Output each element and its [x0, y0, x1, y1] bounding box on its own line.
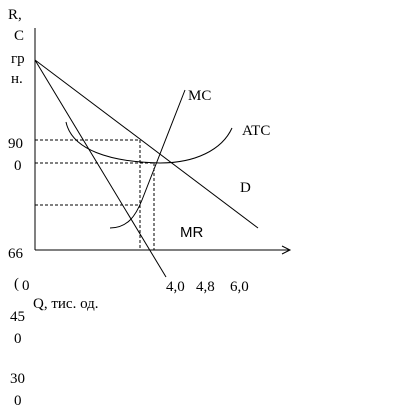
- y-label: гр: [11, 51, 25, 67]
- y-mark: 66: [8, 246, 24, 262]
- guides: [35, 139, 155, 250]
- axes: [34, 28, 292, 255]
- mr-line: [34, 59, 167, 278]
- x-mark: 4,8: [196, 279, 215, 295]
- y-mark: 90: [8, 136, 23, 152]
- x-mark: 6,0: [230, 279, 249, 295]
- labels: R, C гр н. 90 0 66 ( 0 45 0 30 0 Q, тис.…: [8, 7, 270, 408]
- y-mark: 0: [14, 158, 22, 174]
- curve-label: ATC: [242, 123, 270, 139]
- y-label: н.: [11, 71, 23, 87]
- x-label: Q, тис. од.: [33, 296, 99, 312]
- y-label: R,: [8, 7, 22, 23]
- curve-label: D: [240, 180, 251, 196]
- curve-label: MC: [188, 88, 211, 104]
- x-arrow: [281, 245, 292, 255]
- y-mark: 30: [10, 371, 25, 387]
- curves: [34, 59, 259, 278]
- y-mark: (: [14, 276, 19, 292]
- atc-curve: [65, 121, 233, 164]
- y-label: C: [14, 28, 24, 44]
- demand-line: [34, 59, 259, 229]
- curve-label: MR: [180, 224, 203, 241]
- x-mark: 4,0: [166, 279, 185, 295]
- origin-mark: 0: [22, 278, 30, 294]
- y-mark: 0: [14, 393, 22, 408]
- y-mark: 45: [10, 309, 25, 325]
- y-mark: 0: [14, 331, 22, 347]
- mc-curve: [109, 89, 186, 229]
